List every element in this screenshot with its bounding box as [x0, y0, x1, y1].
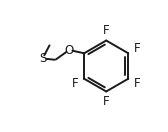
Text: F: F: [103, 24, 110, 37]
Text: S: S: [39, 52, 46, 65]
Text: F: F: [133, 77, 140, 90]
Text: F: F: [133, 42, 140, 55]
Text: F: F: [72, 77, 79, 90]
Text: F: F: [103, 95, 110, 108]
Text: O: O: [65, 44, 74, 56]
